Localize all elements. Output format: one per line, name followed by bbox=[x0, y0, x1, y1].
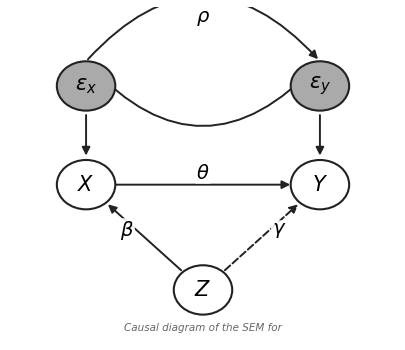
FancyArrowPatch shape bbox=[109, 206, 181, 270]
Text: $Y$: $Y$ bbox=[311, 175, 327, 195]
FancyArrowPatch shape bbox=[88, 0, 316, 59]
FancyArrowPatch shape bbox=[115, 181, 288, 188]
Text: $\theta$: $\theta$ bbox=[196, 164, 209, 183]
Text: $X$: $X$ bbox=[77, 175, 95, 195]
Text: $\rho$: $\rho$ bbox=[196, 9, 209, 28]
Circle shape bbox=[290, 61, 348, 111]
FancyArrowPatch shape bbox=[83, 115, 89, 153]
Text: $\gamma$: $\gamma$ bbox=[271, 221, 286, 240]
Text: $\epsilon_x$: $\epsilon_x$ bbox=[75, 76, 97, 96]
Circle shape bbox=[290, 160, 348, 209]
Text: $\epsilon_y$: $\epsilon_y$ bbox=[308, 75, 330, 97]
Text: Causal diagram of the SEM for: Causal diagram of the SEM for bbox=[124, 323, 281, 333]
Circle shape bbox=[173, 265, 232, 315]
Circle shape bbox=[57, 61, 115, 111]
FancyArrowPatch shape bbox=[224, 206, 296, 270]
FancyArrowPatch shape bbox=[316, 115, 322, 153]
Text: $\beta$: $\beta$ bbox=[120, 219, 134, 242]
Text: $Z$: $Z$ bbox=[194, 280, 211, 300]
FancyArrowPatch shape bbox=[89, 63, 317, 126]
Circle shape bbox=[57, 160, 115, 209]
